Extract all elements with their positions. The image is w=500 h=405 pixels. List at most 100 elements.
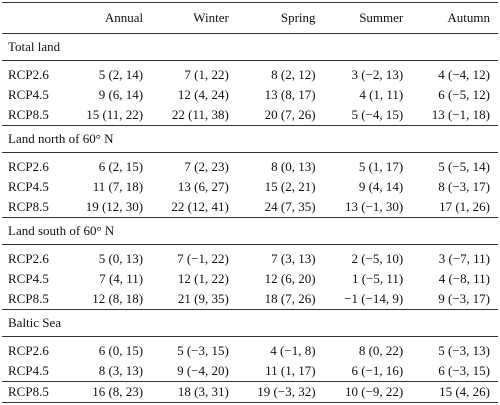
- data-row: RCP4.5 9 (6, 14) 12 (4, 24) 13 (8, 17) 4 (1,…: [2, 85, 498, 105]
- section-row: Total land: [2, 33, 498, 61]
- cell: 6 (2, 15): [98, 159, 144, 174]
- cell: 9 (4, 14): [358, 179, 404, 194]
- column-header: Annual: [65, 2, 152, 34]
- row-label: RCP4.5: [8, 363, 49, 378]
- section-row: Baltic Sea: [2, 309, 498, 337]
- cell: 18 (3, 31): [151, 381, 237, 403]
- data-row: RCP8.5 19 (12, 30) 22 (12, 41) 24 (7, 35) 13…: [2, 197, 498, 218]
- data-row: RCP4.5 11 (7, 18) 13 (6, 27) 15 (2, 21) 9 (4…: [2, 177, 498, 197]
- cell: 5 (−3, 13): [438, 343, 490, 358]
- cell: 4 (1, 11): [359, 87, 404, 102]
- row-label: RCP4.5: [8, 179, 49, 194]
- cell: 13 (−1, 18): [431, 107, 490, 122]
- section-row: Land south of 60° N: [2, 217, 498, 245]
- cell: 13 (−1, 30): [345, 199, 404, 214]
- data-row: RCP4.5 7 (4, 11) 12 (1, 22) 12 (6, 20) 1 (−5…: [2, 269, 498, 289]
- row-label: RCP8.5: [2, 381, 66, 403]
- cell: 8 (0, 22): [358, 343, 404, 358]
- cell: 15 (2, 21): [264, 179, 316, 194]
- section-title: Land north of 60° N: [2, 125, 498, 153]
- cell: 5 (−5, 14): [438, 159, 490, 174]
- cell: 12 (4, 24): [177, 87, 229, 102]
- header-row: Annual Winter Spring Summer Autumn: [2, 2, 498, 34]
- data-row: RCP2.6 5 (0, 13) 7 (−1, 22) 7 (3, 13) 2 (−5,…: [2, 245, 498, 270]
- data-row: RCP2.6 5 (2, 14) 7 (1, 22) 8 (2, 12) 3 (−2, …: [2, 61, 498, 86]
- column-header: Summer: [323, 2, 412, 34]
- column-header: Spring: [236, 2, 324, 34]
- section-title: Total land: [2, 33, 498, 61]
- cell: 5 (−3, 15): [177, 343, 229, 358]
- cell: 5 (1, 17): [358, 159, 404, 174]
- cell: 10 (−9, 22): [323, 381, 412, 403]
- data-row: RCP8.5 16 (8, 23) 18 (3, 31) 19 (−3, 32) 10 …: [2, 381, 498, 403]
- cell: 17 (1, 26): [439, 199, 490, 214]
- cell: 7 (4, 11): [99, 271, 144, 286]
- cell: 6 (−5, 12): [438, 87, 490, 102]
- cell: 5 (−4, 15): [351, 107, 404, 122]
- cell: 5 (0, 13): [98, 251, 144, 266]
- cell: 9 (−3, 17): [438, 291, 490, 306]
- cell: 6 (−3, 15): [438, 363, 490, 378]
- cell: 19 (12, 30): [85, 199, 144, 214]
- section-title: Land south of 60° N: [2, 217, 498, 245]
- column-header: Autumn: [411, 2, 498, 34]
- data-row: RCP2.6 6 (0, 15) 5 (−3, 15) 4 (−1, 8) 8 (0, …: [2, 337, 498, 362]
- cell: 3 (−7, 11): [438, 251, 490, 266]
- cell: 9 (6, 14): [98, 87, 144, 102]
- cell: 8 (0, 13): [271, 159, 316, 174]
- cell: 20 (7, 26): [264, 107, 316, 122]
- cell: 15 (4, 26): [411, 381, 498, 403]
- cell: 12 (8, 18): [92, 291, 144, 306]
- section-row: Land north of 60° N: [2, 125, 498, 153]
- cell: 4 (−8, 11): [438, 271, 490, 286]
- cell: 5 (2, 14): [98, 67, 144, 82]
- row-label: RCP4.5: [8, 87, 49, 102]
- cell: −1 (−14, 9): [344, 291, 404, 306]
- cell: 7 (2, 23): [184, 159, 229, 174]
- cell: 12 (6, 20): [264, 271, 316, 286]
- cell: 4 (−1, 8): [270, 343, 316, 358]
- row-label: RCP2.6: [8, 343, 49, 358]
- cell: 7 (−1, 22): [177, 251, 229, 266]
- cell: 6 (−1, 16): [351, 363, 404, 378]
- header-cell: [2, 2, 66, 34]
- cell: 12 (1, 22): [177, 271, 229, 286]
- cell: 9 (−4, 20): [177, 363, 229, 378]
- cell: 19 (−3, 32): [236, 381, 324, 403]
- data-row: RCP2.6 6 (2, 15) 7 (2, 23) 8 (0, 13) 5 (1, 1…: [2, 153, 498, 178]
- cell: 16 (8, 23): [65, 381, 152, 403]
- cell: 15 (11, 22): [86, 107, 144, 122]
- cell: 1 (−5, 11): [351, 271, 404, 286]
- cell: 11 (7, 18): [92, 179, 144, 194]
- cell: 7 (3, 13): [271, 251, 316, 266]
- row-label: RCP2.6: [8, 251, 49, 266]
- cell: 22 (11, 38): [171, 107, 229, 122]
- cell: 11 (1, 17): [265, 363, 316, 378]
- data-row: RCP4.5 8 (3, 13) 9 (−4, 20) 11 (1, 17) 6 (−1…: [2, 361, 498, 382]
- cell: 22 (12, 41): [171, 199, 229, 214]
- cell: 8 (−3, 17): [438, 179, 490, 194]
- cell: 8 (3, 13): [98, 363, 144, 378]
- cell: 8 (2, 12): [271, 67, 316, 82]
- row-label: RCP2.6: [8, 159, 49, 174]
- cell: 6 (0, 15): [98, 343, 144, 358]
- cell: 3 (−2, 13): [351, 67, 404, 82]
- cell: 18 (7, 26): [264, 291, 316, 306]
- section-title: Baltic Sea: [2, 309, 498, 337]
- cell: 13 (8, 17): [264, 87, 316, 102]
- cell: 7 (1, 22): [184, 67, 229, 82]
- data-row: RCP8.5 15 (11, 22) 22 (11, 38) 20 (7, 26) 5 …: [2, 105, 498, 126]
- row-label: RCP8.5: [8, 199, 49, 214]
- cell: 4 (−4, 12): [438, 67, 490, 82]
- row-label: RCP8.5: [8, 107, 49, 122]
- cell: 24 (7, 35): [264, 199, 316, 214]
- data-row: RCP8.5 12 (8, 18) 21 (9, 35) 18 (7, 26) −1 (…: [2, 289, 498, 310]
- row-label: RCP4.5: [8, 271, 49, 286]
- row-label: RCP8.5: [8, 291, 49, 306]
- column-header: Winter: [151, 2, 237, 34]
- cell: 21 (9, 35): [177, 291, 229, 306]
- cell: 2 (−5, 10): [351, 251, 404, 266]
- row-label: RCP2.6: [8, 67, 49, 82]
- cell: 13 (6, 27): [177, 179, 229, 194]
